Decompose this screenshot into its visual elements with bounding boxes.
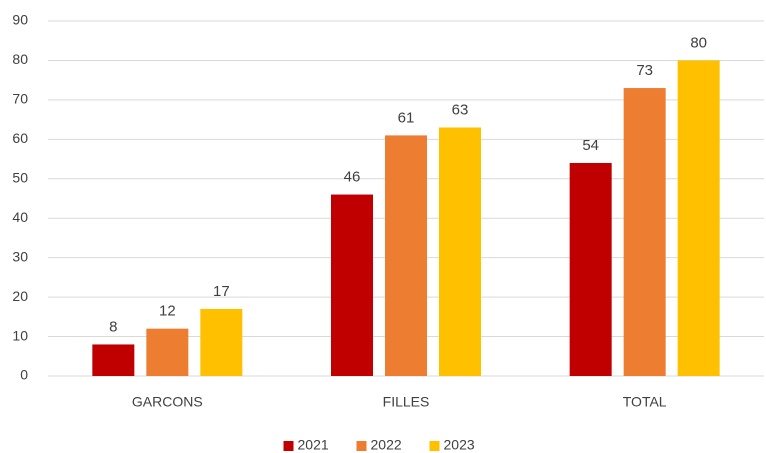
y-tick-label: 20: [12, 288, 28, 304]
y-tick-label: 50: [12, 169, 28, 185]
legend-label: 2023: [444, 437, 475, 453]
y-tick-label: 10: [12, 327, 28, 343]
data-label: 80: [690, 34, 707, 51]
x-tick-label: GARCONS: [132, 394, 203, 410]
bar: [623, 88, 666, 377]
bar: [677, 60, 720, 376]
legend-label: 2021: [298, 437, 329, 453]
data-label: 17: [213, 283, 230, 300]
x-tick-label: TOTAL: [623, 394, 667, 410]
legend-swatch: [283, 441, 294, 451]
data-label: 73: [636, 62, 653, 79]
y-tick-label: 40: [12, 209, 28, 225]
y-tick-label: 70: [12, 91, 28, 107]
y-tick-label: 60: [12, 130, 28, 146]
bar: [146, 328, 189, 376]
x-tick-label: FILLES: [383, 394, 430, 410]
y-tick-label: 30: [12, 248, 28, 264]
bar: [385, 135, 427, 376]
y-tick-label: 0: [20, 367, 28, 383]
data-label: 61: [398, 109, 415, 126]
bar: [439, 127, 481, 376]
legend-swatch: [356, 441, 367, 451]
y-tick-label: 80: [12, 51, 28, 67]
bar: [92, 344, 135, 376]
y-tick-label: 90: [12, 12, 28, 28]
data-label: 54: [582, 137, 599, 154]
legend-label: 2022: [371, 437, 402, 453]
data-label: 12: [159, 303, 176, 320]
data-label: 46: [344, 169, 361, 186]
data-label: 8: [109, 318, 117, 335]
legend-swatch: [429, 441, 440, 451]
bar: [200, 308, 243, 376]
data-label: 63: [452, 101, 469, 118]
bar: [331, 194, 373, 376]
bar: [569, 163, 612, 376]
